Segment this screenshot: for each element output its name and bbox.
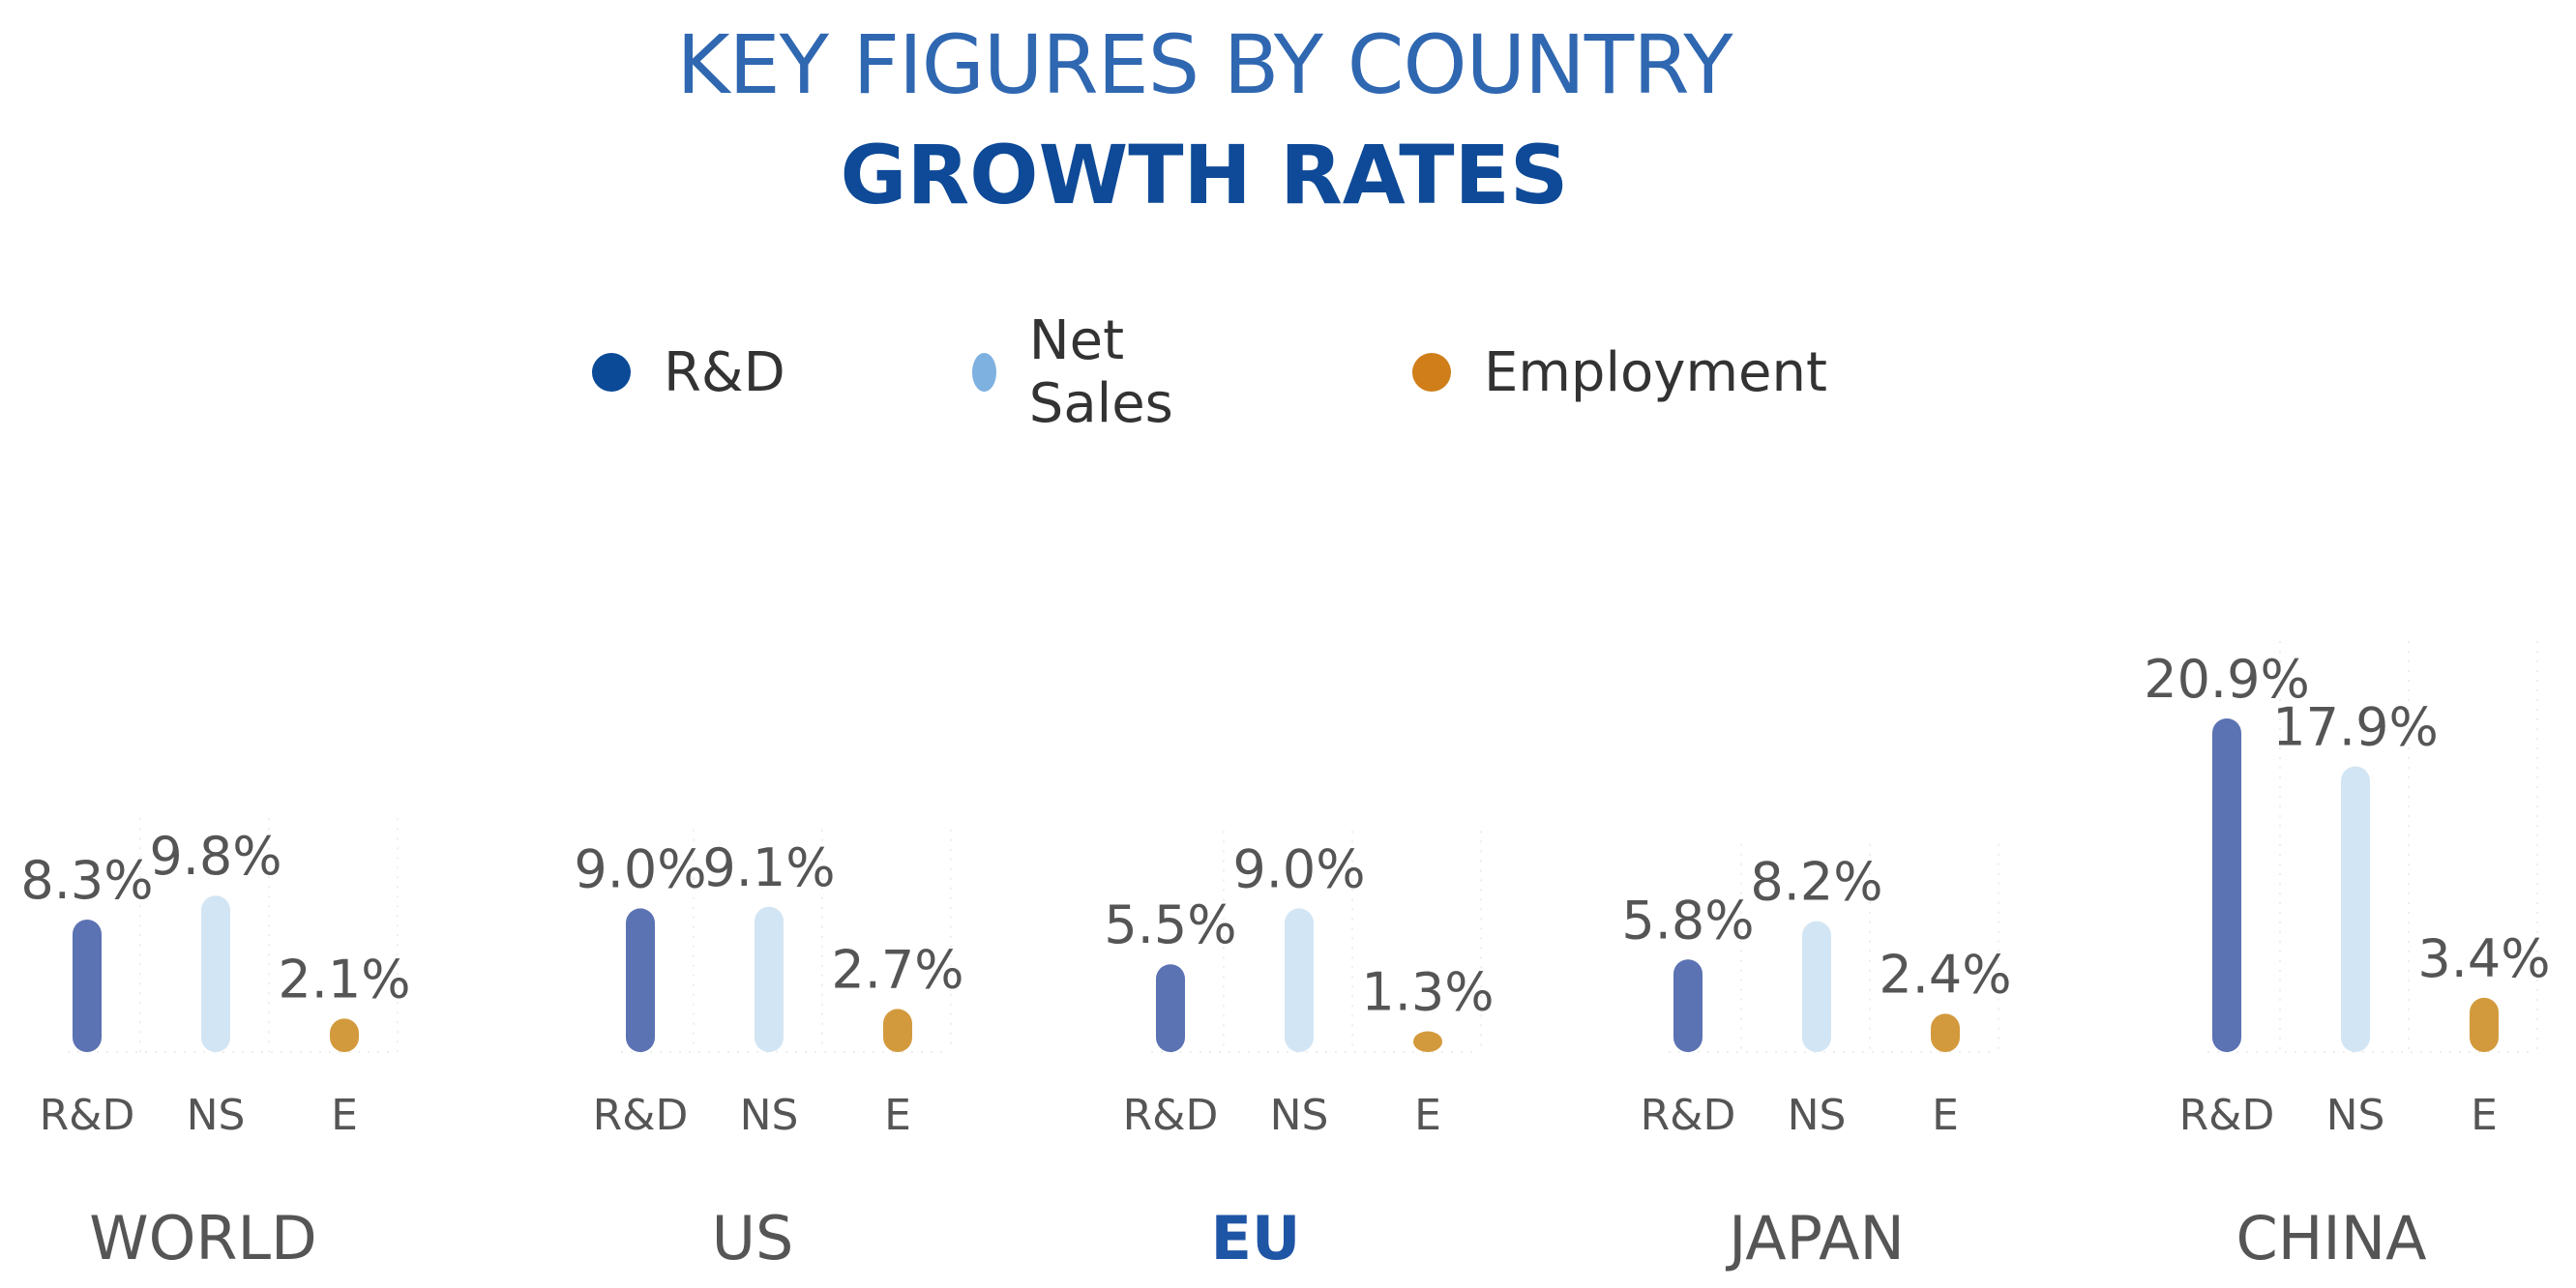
bar-japan-e — [1931, 1013, 1960, 1052]
group-label-world: WORLD — [89, 1203, 316, 1273]
data-label-eu-rd: 5.5% — [1104, 894, 1236, 955]
data-label-us-rd: 9.0% — [574, 838, 706, 899]
bar-world-rd — [73, 919, 102, 1052]
data-label-world-e: 2.1% — [278, 949, 410, 1010]
bar-us-rd — [626, 908, 655, 1052]
group-label-china: CHINA — [2236, 1203, 2427, 1273]
legend-label-rd: R&D — [664, 340, 785, 404]
legend-item-ns: Net Sales — [972, 309, 1188, 435]
tick-label-world-ns: NS — [187, 1091, 246, 1140]
data-label-world-ns: 9.8% — [149, 826, 281, 887]
bar-japan-ns — [1802, 921, 1831, 1052]
tick-label-eu-ns: NS — [1270, 1091, 1329, 1140]
tick-label-japan-e: E — [1932, 1091, 1959, 1140]
bar-japan-rd — [1673, 959, 1703, 1052]
bar-china-ns — [2341, 766, 2370, 1052]
legend-dot-ns — [972, 353, 996, 392]
bar-us-ns — [755, 906, 784, 1052]
bar-eu-ns — [1285, 908, 1314, 1052]
data-label-japan-ns: 8.2% — [1750, 852, 1882, 913]
tick-label-eu-rd: R&D — [1123, 1091, 1219, 1140]
tick-label-japan-rd: R&D — [1641, 1091, 1736, 1140]
legend-dot-rd — [592, 353, 631, 392]
legend-label-ns: Net Sales — [1028, 309, 1173, 435]
legend-item-rd: R&D — [592, 338, 785, 406]
bar-us-e — [883, 1009, 912, 1052]
tick-label-japan-ns: NS — [1788, 1091, 1847, 1140]
data-label-world-rd: 8.3% — [20, 850, 153, 911]
data-label-eu-ns: 9.0% — [1232, 838, 1365, 899]
tick-label-china-rd: R&D — [2179, 1091, 2275, 1140]
tick-label-world-e: E — [331, 1091, 358, 1140]
tick-label-eu-e: E — [1414, 1091, 1441, 1140]
tick-label-china-e: E — [2471, 1091, 2498, 1140]
data-label-eu-e: 1.3% — [1361, 962, 1494, 1023]
bar-eu-e — [1413, 1031, 1442, 1052]
bar-china-e — [2470, 997, 2499, 1052]
data-label-china-ns: 17.9% — [2272, 697, 2439, 758]
chart-title: KEY FIGURES BY COUNTRY — [676, 17, 1732, 112]
data-label-china-rd: 20.9% — [2144, 649, 2310, 710]
data-label-china-e: 3.4% — [2417, 928, 2550, 989]
group-label-us: US — [712, 1203, 794, 1273]
data-label-japan-e: 2.4% — [1879, 944, 2011, 1005]
data-label-us-e: 2.7% — [831, 939, 963, 1000]
tick-label-world-rd: R&D — [40, 1091, 135, 1140]
tick-label-china-ns: NS — [2326, 1091, 2385, 1140]
legend-item-e: Employment — [1412, 338, 1827, 406]
bar-world-e — [330, 1018, 359, 1052]
chart-subtitle: GROWTH RATES — [840, 128, 1569, 222]
bar-world-ns — [201, 895, 230, 1052]
tick-label-us-rd: R&D — [593, 1091, 689, 1140]
tick-label-us-e: E — [884, 1091, 911, 1140]
tick-label-us-ns: NS — [740, 1091, 799, 1140]
legend-dot-e — [1412, 353, 1451, 392]
data-label-japan-rd: 5.8% — [1621, 890, 1754, 951]
group-label-japan: JAPAN — [1725, 1203, 1905, 1273]
bar-eu-rd — [1156, 964, 1185, 1052]
bar-china-rd — [2212, 718, 2241, 1052]
group-label-eu: EU — [1211, 1203, 1301, 1273]
legend-label-e: Employment — [1484, 340, 1827, 404]
data-label-us-ns: 9.1% — [702, 837, 835, 898]
